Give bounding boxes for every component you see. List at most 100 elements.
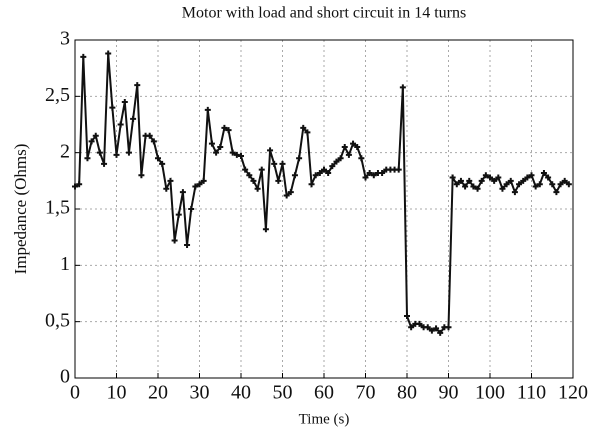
data-marker: [445, 324, 452, 331]
x-tick-label: 50: [273, 382, 293, 404]
data-marker: [321, 166, 327, 173]
data-marker: [545, 174, 552, 181]
y-axis-label: Impedance (Ohms): [11, 144, 30, 275]
data-marker: [217, 144, 224, 151]
data-marker: [482, 172, 489, 179]
data-marker: [457, 177, 464, 184]
data-marker: [88, 138, 95, 145]
data-marker: [175, 211, 182, 218]
data-marker: [553, 189, 560, 196]
data-marker: [524, 174, 531, 181]
y-tick-label: 0,5: [45, 309, 70, 331]
data-marker: [150, 138, 157, 145]
data-marker: [113, 151, 120, 158]
data-marker: [561, 177, 568, 184]
y-tick-label: 1: [60, 253, 70, 275]
data-marker: [233, 151, 240, 158]
data-marker: [424, 324, 431, 331]
data-marker: [557, 181, 564, 188]
data-marker: [565, 181, 572, 188]
plot-frame: [74, 39, 574, 379]
data-marker: [109, 104, 116, 111]
data-marker: [312, 172, 319, 179]
data-marker: [470, 183, 477, 190]
data-marker: [130, 115, 137, 122]
data-marker: [536, 181, 543, 188]
data-marker: [271, 160, 278, 167]
data-marker: [213, 149, 220, 156]
data-marker: [491, 177, 498, 184]
data-marker: [329, 163, 336, 170]
data-marker: [258, 166, 265, 173]
data-marker: [516, 181, 523, 188]
data-marker: [540, 169, 547, 176]
data-marker: [437, 329, 444, 336]
data-marker: [163, 185, 170, 192]
data-marker: [80, 53, 87, 60]
data-marker: [300, 124, 307, 131]
data-marker: [462, 183, 469, 190]
data-marker: [362, 174, 369, 181]
data-marker: [105, 50, 112, 57]
data-marker: [296, 155, 303, 162]
data-marker: [341, 144, 348, 151]
data-marker: [354, 144, 361, 151]
data-marker: [238, 153, 244, 160]
data-marker: [138, 172, 145, 179]
data-marker: [242, 166, 249, 173]
data-marker: [325, 169, 332, 176]
data-marker: [350, 140, 357, 147]
data-marker: [179, 189, 186, 196]
x-tick-label: 70: [356, 382, 376, 404]
data-marker: [399, 84, 406, 91]
data-marker: [200, 177, 207, 184]
x-tick-label: 40: [231, 382, 251, 404]
data-marker: [121, 98, 128, 105]
data-marker: [279, 160, 286, 167]
data-marker: [229, 149, 236, 156]
data-marker: [96, 149, 103, 156]
data-marker: [408, 324, 415, 331]
data-marker: [395, 166, 402, 173]
chart-title: Motor with load and short circuit in 14 …: [182, 5, 466, 22]
x-tick-label: 0: [70, 382, 80, 404]
data-marker: [370, 172, 377, 179]
data-marker: [155, 155, 161, 162]
data-marker: [474, 185, 481, 192]
data-marker: [171, 237, 178, 244]
data-marker: [503, 181, 510, 188]
data-marker: [275, 177, 282, 184]
x-tick-label: 90: [439, 382, 459, 404]
data-marker: [267, 147, 274, 154]
data-marker: [204, 106, 211, 113]
data-marker: [92, 132, 99, 139]
data-marker: [433, 325, 440, 332]
data-marker: [254, 185, 261, 192]
data-marker: [507, 177, 514, 184]
data-marker: [316, 169, 323, 176]
x-tick-label: 20: [148, 382, 168, 404]
data-marker: [287, 189, 294, 196]
data-marker: [225, 127, 232, 134]
x-tick-label: 120: [558, 382, 588, 404]
data-marker: [532, 183, 539, 190]
data-marker: [208, 140, 215, 147]
x-tick-label: 30: [190, 382, 210, 404]
data-marker: [146, 132, 153, 139]
data-marker: [192, 183, 199, 190]
data-marker: [358, 155, 365, 162]
data-marker: [466, 177, 473, 184]
data-marker: [76, 181, 83, 188]
data-marker: [117, 121, 124, 128]
data-marker: [101, 160, 108, 167]
data-marker: [366, 169, 373, 176]
x-tick-label: 110: [517, 382, 546, 404]
y-tick-label: 1,5: [45, 197, 70, 219]
data-marker: [134, 82, 141, 89]
data-marker: [262, 226, 269, 233]
data-marker: [528, 172, 535, 179]
data-marker: [499, 185, 506, 192]
data-marker: [337, 155, 344, 162]
